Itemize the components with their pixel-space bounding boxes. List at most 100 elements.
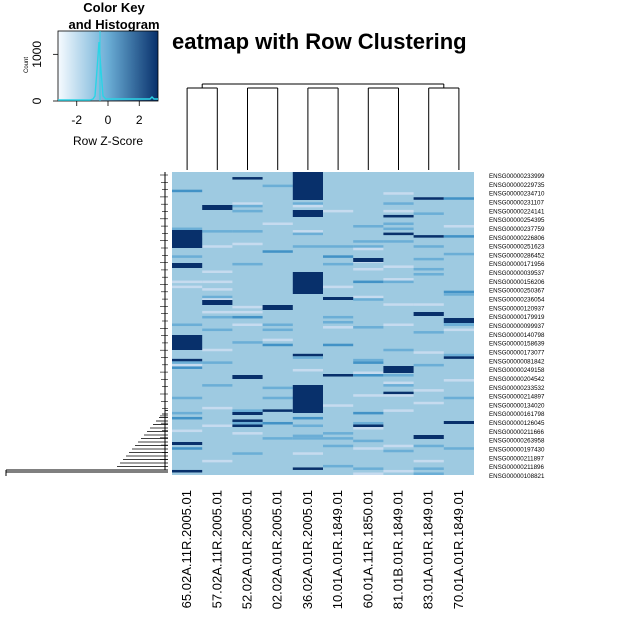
- row-label: ENSG00000140798: [489, 332, 545, 339]
- heatmap-cell: [232, 375, 263, 379]
- heatmap-cell: [172, 361, 203, 364]
- row-label: ENSG00000214897: [489, 394, 545, 401]
- row-label: ENSG00000156206: [489, 279, 545, 286]
- heatmap-cell: [232, 310, 263, 314]
- heatmap-cell: [262, 421, 293, 425]
- heatmap-cell: [232, 177, 263, 180]
- color-key-xtick-label: 2: [136, 113, 143, 127]
- row-labels: ENSG00000233999 ENSG00000229735 ENSG000002…: [489, 173, 545, 480]
- heatmap-cell: [202, 295, 233, 299]
- row-label: ENSG00000197430: [489, 447, 545, 454]
- row-label: ENSG00000120937: [489, 305, 545, 312]
- heatmap-cell: [353, 298, 384, 301]
- heatmap-cell: [413, 303, 444, 306]
- heatmap-cell: [413, 401, 444, 405]
- heatmap-cell: [172, 396, 203, 400]
- color-key-xtick-label: 0: [105, 113, 112, 127]
- heatmap-cell: [383, 209, 414, 213]
- heatmap-cell: [172, 230, 203, 248]
- heatmap-cell: [202, 406, 233, 410]
- heatmap-cell: [232, 315, 263, 319]
- heatmap-cell: [232, 341, 263, 344]
- heatmap-cell: [353, 394, 384, 397]
- heatmap-cell: [323, 209, 354, 213]
- heatmap-cell: [232, 209, 263, 213]
- heatmap-cell: [413, 459, 444, 463]
- row-label: ENSG00000173077: [489, 349, 545, 356]
- heatmap-cell: [413, 363, 444, 367]
- heatmap-cell: [443, 197, 474, 200]
- row-label: ENSG00000099937: [489, 323, 545, 330]
- color-key-xtick-label: -2: [71, 113, 82, 127]
- heatmap-cell: [443, 356, 474, 359]
- heatmap-cell: [383, 240, 414, 243]
- heatmap-cell: [383, 280, 414, 284]
- heatmap-cell: [413, 212, 444, 215]
- heatmap-cell: [443, 396, 474, 400]
- heatmap-cell: [202, 310, 233, 314]
- heatmap-cell: [383, 374, 414, 377]
- heatmap-cell: [172, 411, 203, 415]
- heatmap-cell: [262, 222, 293, 226]
- heatmap-cell: [443, 323, 474, 327]
- row-label: ENSG00000233532: [489, 385, 545, 392]
- column-dendrogram: [186, 83, 460, 170]
- row-label: ENSG00000211666: [489, 429, 544, 436]
- heatmap-cell: [232, 204, 263, 208]
- column-label: 81.01B.01R.1849.01: [391, 490, 406, 609]
- heatmap-cell: [172, 358, 203, 362]
- heatmap-cell: [323, 464, 354, 468]
- heatmap-cell: [383, 384, 414, 387]
- color-key-ytick-label: 1000: [30, 41, 44, 68]
- heatmap-cell: [292, 202, 323, 205]
- heatmap-cell: [353, 245, 384, 248]
- heatmap-cell: [413, 351, 444, 354]
- heatmap-cell: [323, 444, 354, 448]
- heatmap-cell: [413, 197, 444, 200]
- heatmap-cell: [292, 368, 323, 372]
- heatmap-cell: [232, 419, 263, 422]
- heatmap-cell: [443, 318, 474, 323]
- heatmap-cell: [353, 258, 384, 262]
- heatmap-cell: [383, 323, 414, 327]
- heatmap-cell: [262, 328, 293, 332]
- heatmap-cell: [323, 262, 354, 266]
- row-label: ENSG00000108821: [489, 473, 545, 480]
- heatmap-cell: [262, 396, 293, 400]
- row-label: ENSG00000126045: [489, 420, 545, 427]
- heatmap-cell: [232, 432, 263, 435]
- row-label: ENSG00000233999: [489, 173, 545, 180]
- heatmap-cell: [172, 255, 203, 258]
- heatmap-cell: [172, 189, 203, 193]
- heatmap-cell: [172, 442, 203, 445]
- column-label: 57.02A.11R.2005.01: [209, 490, 224, 608]
- heatmap-cell: [232, 412, 263, 415]
- heatmap-cell: [383, 444, 414, 448]
- heatmap-cell: [413, 472, 444, 475]
- column-label: 70.01A.01R.1849.01: [451, 490, 466, 609]
- heatmap-cell: [172, 469, 203, 473]
- heatmap-cell: [232, 202, 263, 205]
- heatmap-cell: [292, 353, 323, 357]
- heatmap-cell: [413, 257, 444, 261]
- row-label: ENSG00000158639: [489, 341, 545, 348]
- heatmap-cell: [413, 235, 444, 238]
- heatmap-cell: [262, 250, 293, 253]
- heatmap-cell: [323, 326, 354, 329]
- chart-title: eatmap with Row Clustering: [172, 29, 467, 54]
- heatmap-cell: [172, 366, 203, 369]
- row-label: ENSG00000251623: [489, 244, 545, 251]
- heatmap-cell: [383, 232, 414, 236]
- heatmap-cell: [353, 247, 384, 251]
- heatmap-cell: [383, 214, 414, 218]
- heatmap-cell: [413, 389, 444, 392]
- heatmap-cell: [383, 265, 414, 268]
- heatmap-cell: [292, 204, 323, 208]
- heatmap-cell: [383, 469, 414, 473]
- heatmap-cell: [262, 409, 293, 412]
- heatmap-cell: [292, 424, 323, 428]
- heatmap-cell: [353, 280, 384, 284]
- heatmap-cell: [292, 272, 323, 294]
- heatmap-cell: [413, 435, 444, 439]
- color-key-ylabel: Count: [24, 57, 30, 73]
